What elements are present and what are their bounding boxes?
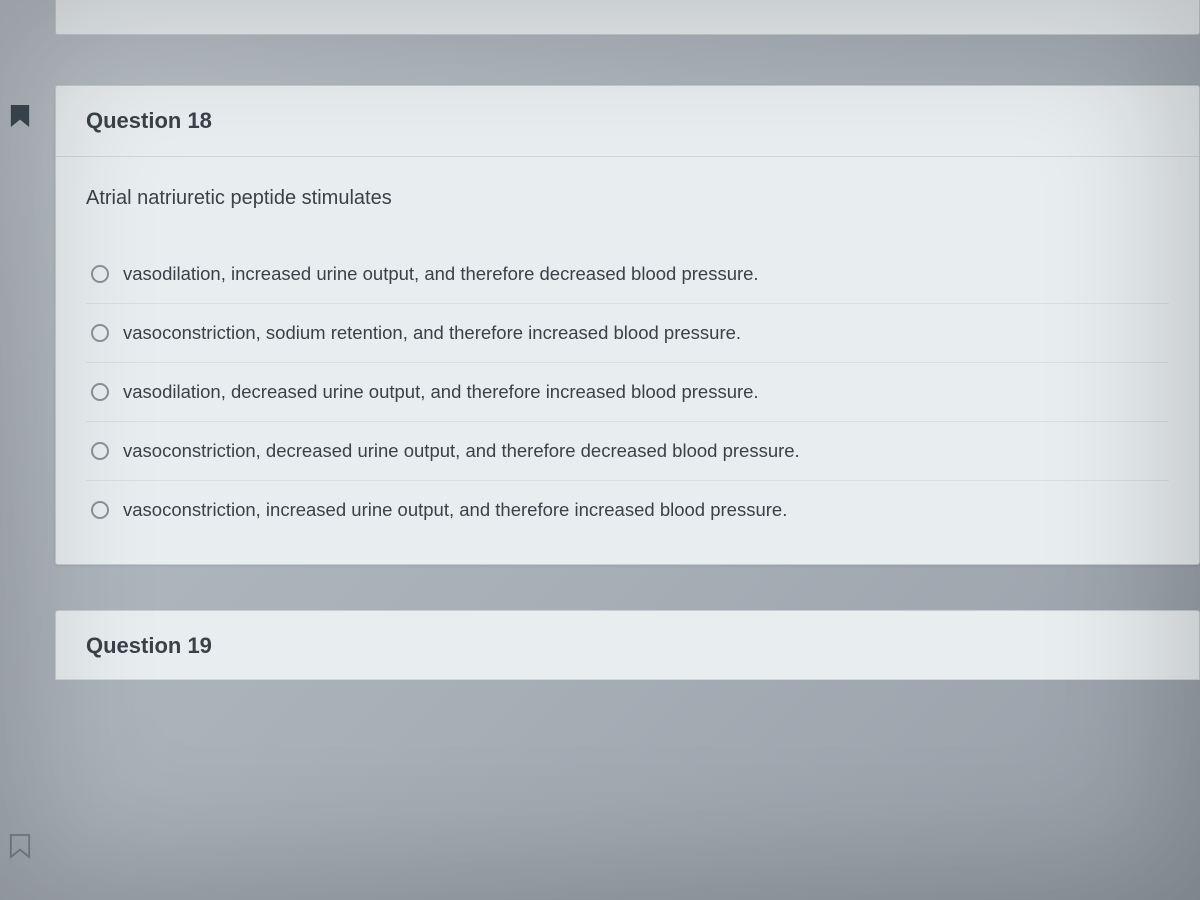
radio-icon [91, 442, 109, 460]
answer-option-5[interactable]: vasoconstriction, increased urine output… [86, 481, 1169, 539]
answer-option-3[interactable]: vasodilation, decreased urine output, an… [86, 363, 1169, 422]
answer-option-label: vasoconstriction, decreased urine output… [123, 440, 800, 462]
previous-question-card-fragment [55, 0, 1200, 35]
bookmark-filled-icon[interactable] [5, 102, 35, 130]
answer-option-label: vasoconstriction, sodium retention, and … [123, 322, 741, 344]
bookmark-outline-icon[interactable] [5, 832, 35, 860]
question-18-prompt: Atrial natriuretic peptide stimulates [86, 187, 1169, 210]
radio-icon [91, 324, 109, 342]
radio-icon [91, 383, 109, 401]
answer-option-label: vasodilation, increased urine output, an… [123, 263, 759, 285]
radio-icon [91, 265, 109, 283]
answer-option-4[interactable]: vasoconstriction, decreased urine output… [86, 422, 1169, 481]
question-18-body: Atrial natriuretic peptide stimulates va… [56, 157, 1199, 564]
answer-option-label: vasoconstriction, increased urine output… [123, 499, 787, 521]
radio-icon [91, 501, 109, 519]
question-19-title: Question 19 [56, 611, 1199, 680]
answer-option-1[interactable]: vasodilation, increased urine output, an… [86, 245, 1169, 304]
question-18-title: Question 18 [56, 86, 1199, 157]
answer-option-label: vasodilation, decreased urine output, an… [123, 381, 759, 403]
question-19-card: Question 19 [55, 610, 1200, 680]
answer-option-2[interactable]: vasoconstriction, sodium retention, and … [86, 304, 1169, 363]
question-18-card: Question 18 Atrial natriuretic peptide s… [55, 85, 1200, 565]
